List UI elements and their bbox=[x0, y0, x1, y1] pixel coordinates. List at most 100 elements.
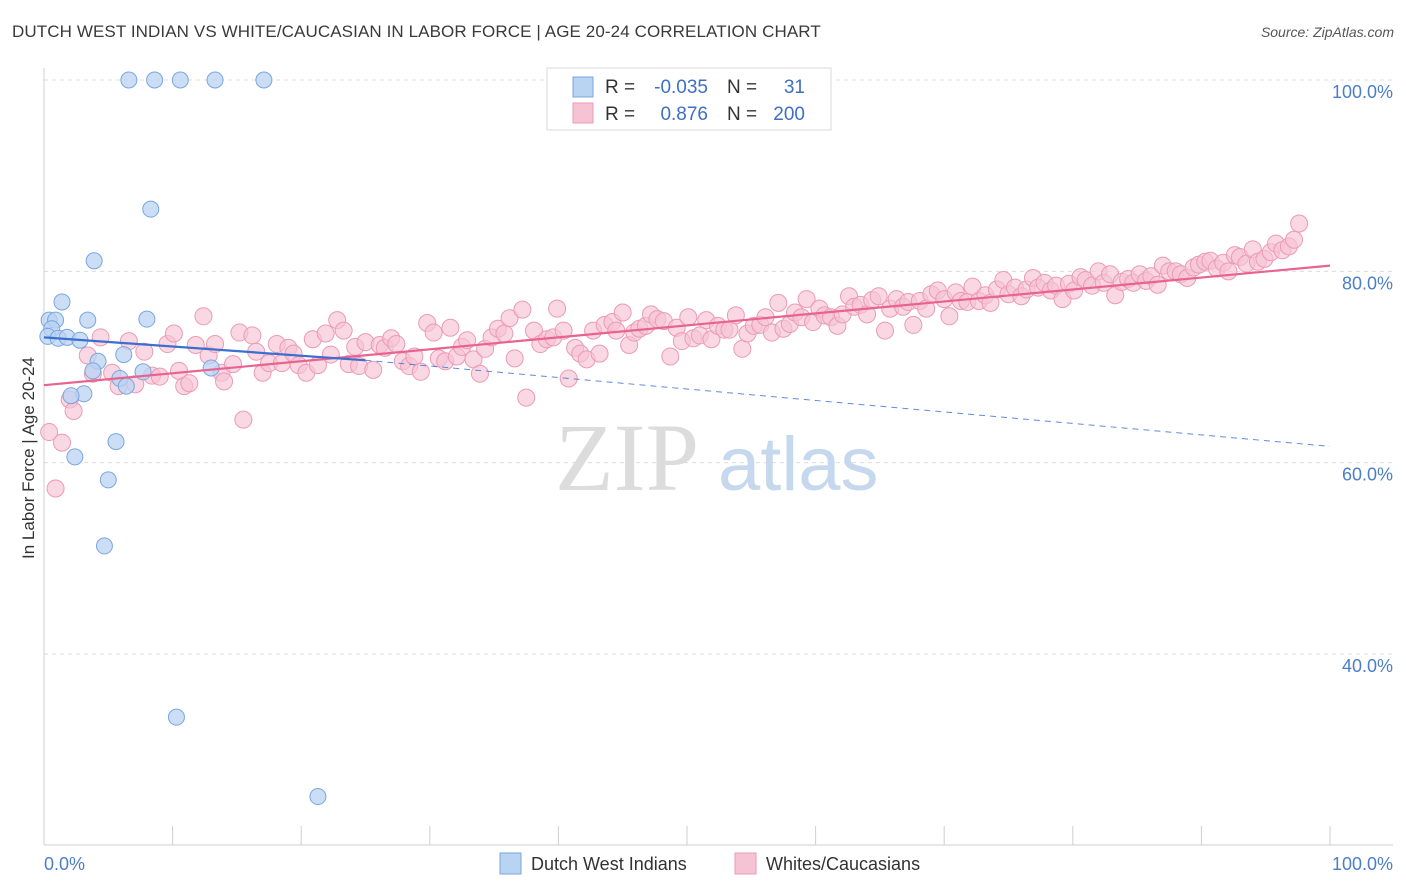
dutch-west-indian-point bbox=[138, 310, 156, 328]
dutch-west-indian-point bbox=[84, 362, 102, 380]
white-caucasian-point bbox=[1219, 262, 1238, 281]
white-caucasian-point bbox=[91, 328, 110, 347]
dutch-west-indian-point bbox=[66, 448, 84, 466]
dutch-west-indian-point bbox=[167, 708, 185, 726]
legend-swatch-pink bbox=[572, 102, 594, 124]
white-caucasian-point bbox=[387, 335, 406, 354]
white-caucasian-point bbox=[940, 307, 959, 326]
dutch-west-indian-point bbox=[202, 359, 220, 377]
trendlines bbox=[43, 264, 1331, 447]
white-caucasian-point bbox=[224, 355, 243, 374]
y-tick-label: 60.0% bbox=[1342, 465, 1393, 485]
white-caucasian-point bbox=[215, 372, 234, 391]
series-legend: Dutch West Indians Whites/Caucasians bbox=[499, 852, 920, 875]
white-caucasian-point bbox=[679, 308, 698, 327]
white-caucasian-point bbox=[316, 324, 335, 343]
dutch-west-indian-points bbox=[39, 71, 327, 806]
white-caucasian-point bbox=[40, 423, 59, 442]
dutch-west-indian-point bbox=[117, 377, 135, 395]
legend-n-value-2: 200 bbox=[773, 104, 805, 125]
dutch-west-indian-point bbox=[309, 788, 327, 806]
white-caucasian-point bbox=[411, 362, 430, 381]
white-caucasian-point bbox=[441, 318, 460, 337]
white-caucasian-point bbox=[180, 374, 199, 393]
white-caucasian-point bbox=[505, 349, 524, 368]
white-caucasian-trendline bbox=[43, 264, 1331, 387]
white-caucasian-point bbox=[424, 323, 443, 342]
white-caucasian-point bbox=[517, 388, 536, 407]
white-caucasian-point bbox=[321, 345, 340, 364]
source-label: Source: ZipAtlas.com bbox=[1260, 24, 1394, 40]
white-caucasian-point bbox=[150, 367, 169, 386]
dutch-west-indian-point bbox=[53, 293, 71, 311]
dutch-west-indian-point bbox=[120, 71, 138, 89]
legend-swatch-whites-caucasians bbox=[734, 852, 757, 875]
axes bbox=[43, 68, 1393, 846]
dutch-west-indian-point bbox=[99, 471, 117, 489]
white-caucasian-point bbox=[548, 299, 567, 318]
correlation-legend: R = -0.035 N = 31 R = 0.876 N = 200 bbox=[546, 67, 832, 131]
dutch-west-indian-point bbox=[107, 433, 125, 451]
dutch-west-indian-point bbox=[206, 71, 224, 89]
white-caucasian-point bbox=[769, 293, 788, 312]
dutch-west-indian-point bbox=[142, 200, 160, 218]
dutch-west-indian-point bbox=[255, 71, 273, 89]
legend-r-label-2: R = bbox=[605, 104, 635, 125]
white-caucasian-point bbox=[495, 324, 514, 343]
white-caucasian-point bbox=[554, 321, 573, 340]
x-tick-label: 0.0% bbox=[44, 854, 85, 874]
white-caucasian-point bbox=[234, 410, 253, 429]
white-caucasian-point bbox=[904, 315, 923, 334]
dutch-west-indian-trendline-extension bbox=[365, 359, 1331, 447]
dutch-west-indian-point bbox=[79, 311, 97, 329]
legend-label-dutch-west-indians: Dutch West Indians bbox=[531, 854, 687, 874]
white-caucasian-point bbox=[46, 479, 65, 498]
legend-r-value-1: -0.035 bbox=[654, 77, 708, 98]
legend-r-label-1: R = bbox=[605, 77, 635, 98]
white-caucasian-point bbox=[1290, 214, 1309, 233]
watermark-atlas: atlas bbox=[718, 422, 879, 507]
white-caucasian-point bbox=[733, 339, 752, 358]
legend-label-whites-caucasians: Whites/Caucasians bbox=[766, 854, 920, 874]
x-tick-label: 100.0% bbox=[1332, 854, 1393, 874]
white-caucasian-point bbox=[869, 287, 888, 306]
white-caucasian-point bbox=[194, 307, 213, 326]
watermark: ZIP atlas bbox=[555, 404, 879, 511]
y-tick-label: 40.0% bbox=[1342, 656, 1393, 676]
chart-title: DUTCH WEST INDIAN VS WHITE/CAUCASIAN IN … bbox=[12, 22, 821, 41]
dutch-west-indian-point bbox=[85, 252, 103, 270]
white-caucasian-point bbox=[661, 347, 680, 366]
legend-r-value-2: 0.876 bbox=[660, 104, 708, 125]
legend-n-label-1: N = bbox=[727, 77, 757, 98]
dutch-west-indian-point bbox=[95, 537, 113, 555]
legend-swatch-dutch-west-indians bbox=[499, 852, 522, 875]
white-caucasian-point bbox=[164, 324, 183, 343]
white-caucasian-point bbox=[470, 364, 489, 383]
dutch-west-indian-point bbox=[146, 71, 164, 89]
white-caucasian-point bbox=[876, 321, 895, 340]
white-caucasian-point bbox=[334, 321, 353, 340]
white-caucasian-point bbox=[135, 342, 154, 361]
legend-n-value-1: 31 bbox=[784, 77, 805, 98]
dutch-west-indian-point bbox=[115, 346, 133, 364]
dutch-west-indian-point bbox=[62, 387, 80, 405]
legend-n-label-2: N = bbox=[727, 104, 757, 125]
y-tick-label: 100.0% bbox=[1332, 82, 1393, 102]
white-caucasian-point bbox=[53, 433, 72, 452]
white-caucasian-point bbox=[243, 326, 262, 345]
white-caucasian-point bbox=[364, 360, 383, 379]
white-caucasian-point bbox=[613, 303, 632, 322]
white-caucasian-point bbox=[590, 344, 609, 363]
y-axis-label: In Labor Force | Age 20-24 bbox=[19, 357, 38, 559]
white-caucasian-point bbox=[1148, 275, 1167, 294]
white-caucasian-point bbox=[513, 300, 532, 319]
white-caucasian-point bbox=[1284, 230, 1303, 249]
tick-labels: 40.0% 60.0% 80.0% 100.0% 0.0% 100.0% bbox=[44, 82, 1393, 874]
watermark-zip: ZIP bbox=[555, 404, 699, 511]
white-caucasian-point bbox=[64, 402, 83, 421]
white-caucasian-point bbox=[797, 290, 816, 309]
legend-swatch-blue bbox=[572, 76, 594, 98]
dutch-west-indian-trendline bbox=[43, 336, 366, 362]
white-caucasian-point bbox=[500, 309, 519, 328]
